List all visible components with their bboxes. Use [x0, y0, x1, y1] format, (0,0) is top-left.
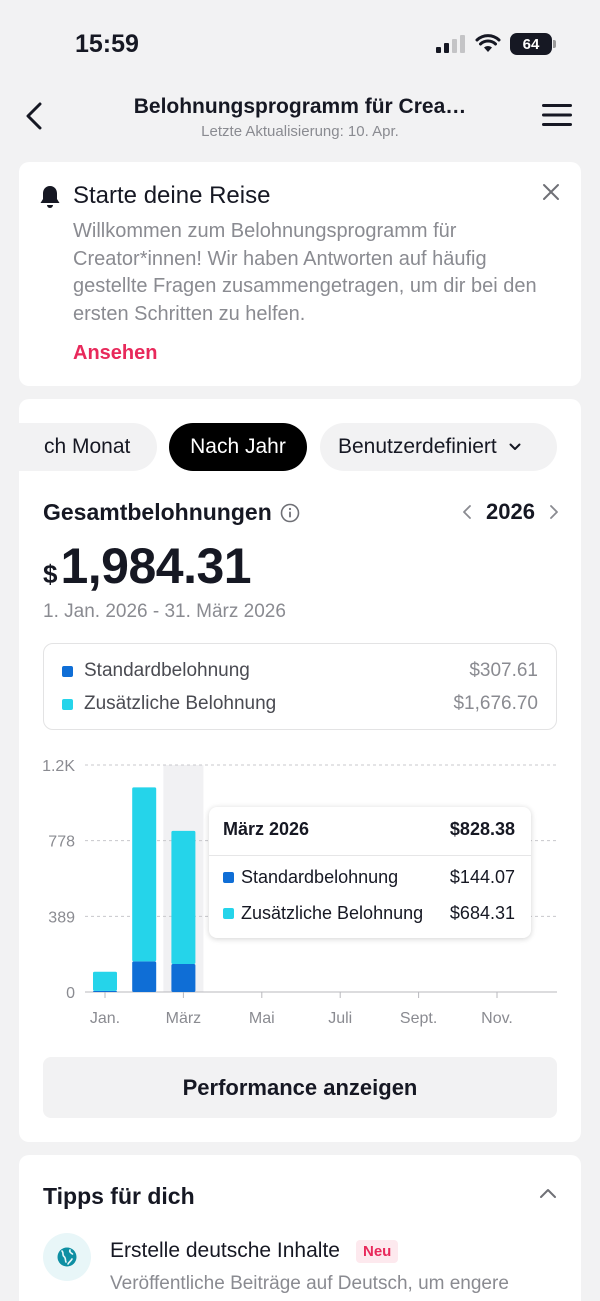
- performance-button[interactable]: Performance anzeigen: [43, 1057, 557, 1118]
- tip-text: Veröffentliche Beiträge auf Deutsch, um …: [110, 1273, 509, 1294]
- tips-card: Tipps für dich Erstelle deutsche Inhalte…: [19, 1155, 581, 1301]
- tooltip-divider: [209, 855, 531, 856]
- filter-custom[interactable]: Benutzerdefiniert: [320, 423, 557, 471]
- chevron-up-icon[interactable]: [539, 1187, 557, 1199]
- battery-level: 64: [522, 35, 540, 53]
- bar-standard: [132, 961, 157, 992]
- legend-row-extra: Zusätzliche Belohnung $1,676.70: [62, 691, 538, 717]
- legend-label: Standardbelohnung: [84, 660, 250, 681]
- filter-by-month[interactable]: ch Monat: [19, 423, 157, 471]
- y-tick-label: 0: [66, 985, 75, 1002]
- tip-item[interactable]: Erstelle deutsche Inhalte Neu: [110, 1239, 399, 1263]
- tip-title: Erstelle deutsche Inhalte: [110, 1239, 340, 1262]
- tooltip-header: März 2026 $828.38: [223, 819, 515, 840]
- total-amount-value: 1,984.31: [60, 538, 252, 594]
- legend-swatch-standard: [62, 665, 73, 677]
- legend-value: $307.61: [469, 660, 538, 681]
- globe-icon: [57, 1247, 77, 1267]
- last-updated: Letzte Aktualisierung: 10. Apr.: [201, 123, 399, 140]
- total-rewards-title: Gesamtbelohnungen: [43, 499, 272, 525]
- intro-card: Starte deine Reise Willkommen zum Belohn…: [19, 162, 581, 386]
- bar-extra: [171, 830, 196, 964]
- chevron-right-icon[interactable]: [549, 504, 559, 520]
- legend-swatch-extra: [62, 698, 73, 710]
- intro-text: Willkommen zum Belohnungsprogramm für Cr…: [73, 220, 537, 325]
- signal-icon: [436, 35, 465, 53]
- total-rewards-label: Gesamtbelohnungen: [43, 499, 300, 526]
- info-icon[interactable]: [280, 503, 300, 523]
- x-tick-label: März: [166, 1010, 202, 1027]
- menu-icon[interactable]: [542, 102, 572, 128]
- status-time: 15:59: [75, 30, 139, 58]
- intro-title: Starte deine Reise: [73, 182, 271, 209]
- y-tick-label: 1.2K: [42, 758, 75, 775]
- currency-symbol: $: [43, 559, 58, 589]
- view-link[interactable]: Ansehen: [73, 342, 158, 364]
- bar-extra: [132, 787, 157, 962]
- battery-icon: 64: [510, 33, 556, 55]
- tooltip-total: $828.38: [449, 819, 515, 839]
- tooltip-row-label: Zusätzliche Belohnung: [241, 903, 424, 923]
- x-tick-label: Juli: [328, 1010, 352, 1027]
- x-tick-label: Nov.: [481, 1010, 513, 1027]
- x-tick-label: Jan.: [90, 1010, 120, 1027]
- date-range: 1. Jan. 2026 - 31. März 2026: [43, 601, 286, 622]
- tooltip-row-label: Standardbelohnung: [241, 867, 399, 887]
- selected-year: 2026: [486, 499, 535, 524]
- tooltip-row-value: $684.31: [449, 903, 515, 923]
- total-amount: $ 1,984.31: [43, 537, 252, 595]
- status-icons: 64: [436, 33, 556, 55]
- legend-label: Zusätzliche Belohnung: [84, 693, 277, 714]
- status-bar: 15:59 64: [0, 0, 600, 80]
- rewards-card: ch Monat Nach Jahr Benutzerdefiniert Ges…: [19, 399, 581, 1142]
- new-badge: Neu: [355, 1239, 399, 1263]
- bar-standard: [93, 990, 117, 992]
- tooltip-swatch-extra: [223, 908, 234, 919]
- y-tick-label: 778: [48, 834, 75, 851]
- legend-value: $1,676.70: [453, 693, 538, 714]
- tooltip-title: März 2026: [223, 819, 310, 839]
- legend-box: Standardbelohnung $307.61 Zusätzliche Be…: [43, 643, 557, 730]
- bar-extra: [93, 971, 117, 991]
- tooltip-row-value: $144.07: [449, 867, 515, 887]
- tooltip-row-extra: Zusätzliche Belohnung $684.31: [223, 903, 515, 924]
- y-tick-label: 389: [48, 909, 75, 926]
- year-selector: 2026: [462, 499, 559, 525]
- chart-tooltip: März 2026 $828.38 Standardbelohnung $144…: [209, 807, 531, 938]
- rewards-bar-chart[interactable]: 1.2K 778 389 0 Jan. März Mai Juli Sept. Nov.: [19, 749, 581, 1039]
- tooltip-swatch-standard: [223, 872, 234, 883]
- wifi-icon: [475, 34, 501, 52]
- filter-by-year[interactable]: Nach Jahr: [169, 423, 307, 471]
- bar-standard: [171, 963, 196, 992]
- x-tick-label: Mai: [249, 1010, 275, 1027]
- tips-title: Tipps für dich: [43, 1183, 195, 1209]
- close-icon[interactable]: [541, 182, 561, 202]
- tooltip-row-standard: Standardbelohnung $144.07: [223, 867, 515, 888]
- filter-custom-label: Benutzerdefiniert: [338, 435, 497, 458]
- legend-row-standard: Standardbelohnung $307.61: [62, 658, 538, 684]
- chevron-left-icon[interactable]: [462, 504, 472, 520]
- chevron-down-icon: [509, 443, 521, 450]
- back-icon[interactable]: [20, 98, 50, 134]
- bell-icon: [40, 186, 60, 208]
- page-title: Belohnungsprogramm für Crea…: [133, 95, 467, 118]
- tip-icon-container: [43, 1233, 91, 1281]
- nav-bar: Belohnungsprogramm für Crea… Letzte Aktu…: [0, 80, 600, 150]
- x-tick-label: Sept.: [400, 1010, 437, 1027]
